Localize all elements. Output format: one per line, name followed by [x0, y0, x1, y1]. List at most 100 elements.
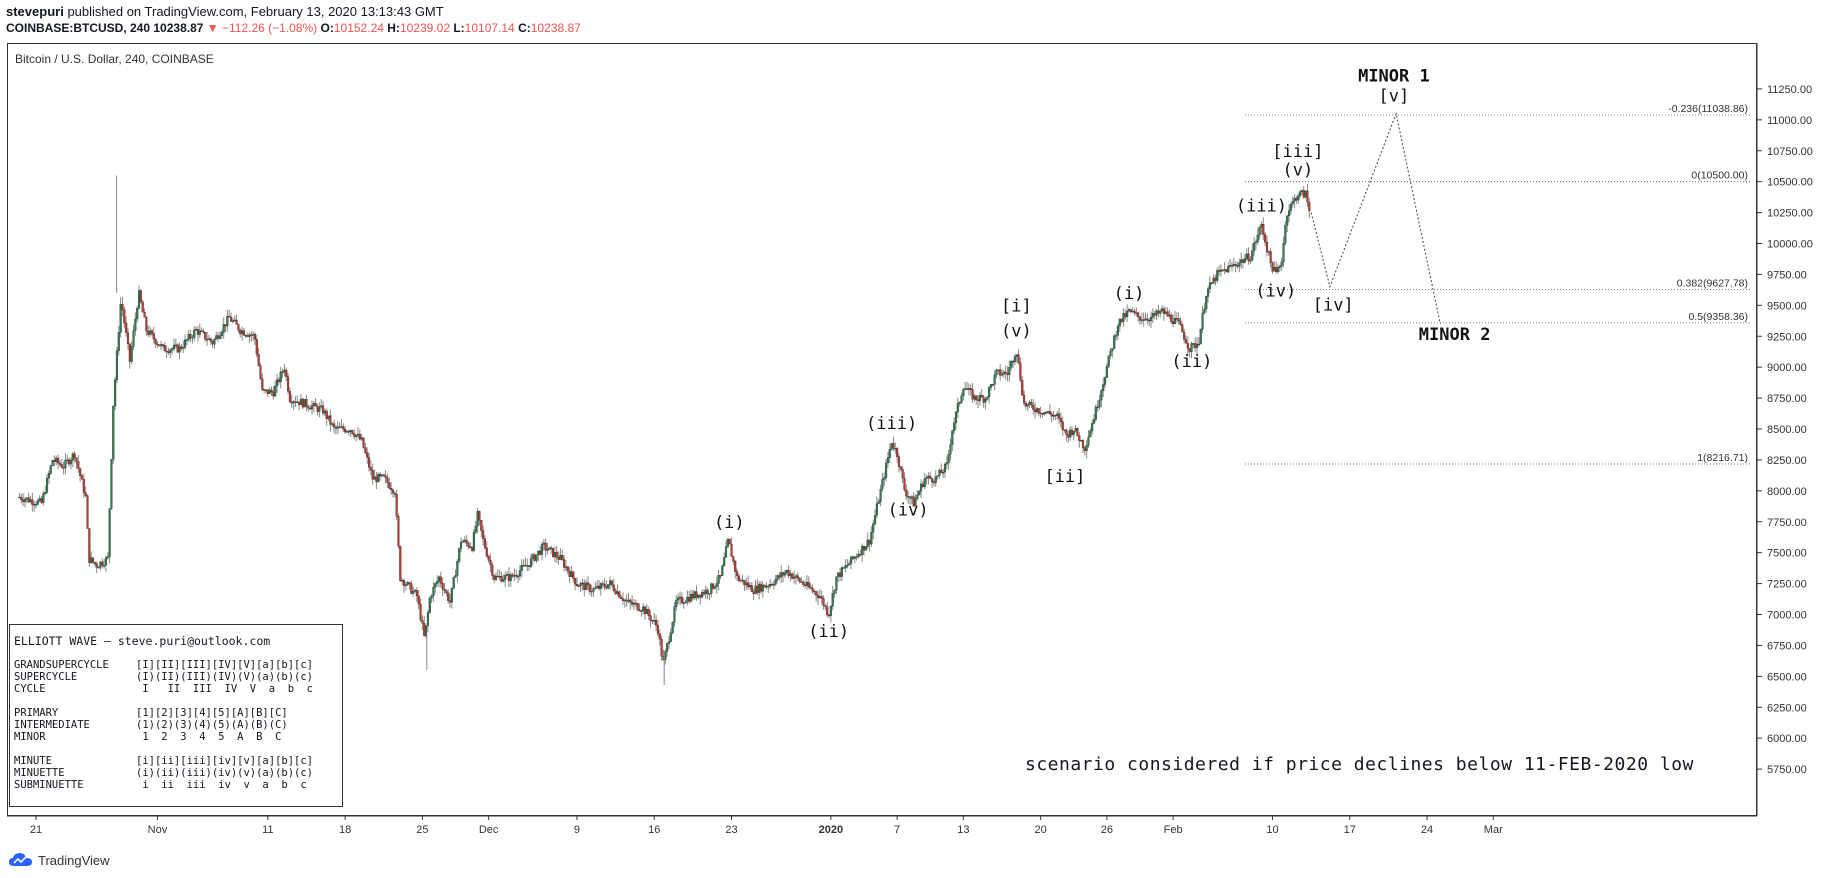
candle-body — [171, 348, 174, 351]
candle-body — [502, 579, 505, 582]
y-tick-label: 7500.00 — [1767, 548, 1807, 560]
y-tick-label: 9000.00 — [1767, 362, 1807, 374]
candle-body — [877, 501, 880, 504]
candle-body — [601, 583, 604, 585]
candle-body — [1267, 251, 1270, 253]
candle-body — [673, 606, 676, 623]
candle-body — [1103, 377, 1107, 385]
x-tick-label: 20 — [1035, 824, 1047, 836]
candle-body — [1129, 309, 1132, 312]
legend-degree-name: PRIMARY — [14, 707, 59, 719]
candle-body — [467, 542, 470, 547]
candle-body — [688, 596, 691, 602]
candle-body — [458, 548, 461, 562]
candle-body — [1254, 241, 1257, 244]
candle-body — [813, 590, 816, 593]
candle-body — [504, 575, 507, 580]
candle-body — [824, 605, 827, 607]
candle-body — [563, 559, 566, 568]
candle-body — [965, 388, 969, 390]
fib-level-label: 0.382(9627.78) — [1677, 278, 1748, 290]
candle-body — [358, 434, 361, 440]
candle-body — [25, 497, 28, 500]
candle-body — [728, 539, 731, 545]
candle-body — [316, 406, 319, 412]
candle-body — [1230, 265, 1234, 267]
legend-row: MINUETTE (i)(ii)(iii)(iv)(v)(a)(b)(c) — [14, 767, 342, 779]
candle-body — [1098, 399, 1101, 408]
candle-body — [1194, 343, 1197, 348]
candle-body — [1164, 311, 1167, 314]
candle-body — [923, 478, 926, 487]
candle-body — [885, 462, 888, 478]
wave-label: MINOR 2 — [1419, 325, 1491, 345]
candle-body — [873, 515, 877, 525]
candle-body — [244, 335, 247, 337]
candle-body — [421, 619, 424, 624]
candle-body — [931, 478, 934, 483]
candle-body — [1243, 258, 1246, 263]
candle-body — [1175, 318, 1178, 320]
candle-body — [701, 592, 704, 598]
x-tick-label: 18 — [339, 824, 351, 836]
candle-body — [988, 387, 991, 398]
candle-body — [1159, 310, 1162, 314]
candle-body — [189, 334, 192, 338]
candle-body — [485, 547, 488, 557]
y-tick-label: 8000.00 — [1767, 486, 1807, 498]
footer-brand[interactable]: TradingView — [8, 852, 110, 868]
candle-body — [23, 499, 27, 502]
candle-body — [198, 330, 201, 335]
author-name[interactable]: stevepuri — [6, 4, 64, 19]
candle-body — [710, 583, 713, 594]
candle-body — [682, 602, 685, 604]
candle-body — [390, 488, 393, 491]
candle-body — [550, 547, 553, 549]
candle-body — [1148, 320, 1151, 322]
candle-body — [375, 476, 378, 483]
candle-body — [897, 456, 901, 467]
candle-body — [1251, 250, 1254, 260]
candle-body — [840, 567, 843, 577]
y-tick-label: 10750.00 — [1767, 146, 1813, 158]
candle-body — [31, 499, 34, 505]
candle-body — [180, 346, 183, 349]
candle-body — [430, 595, 433, 599]
candle-body — [577, 585, 580, 587]
candle-body — [452, 577, 455, 589]
candle-body — [298, 401, 301, 405]
candle-body — [1041, 413, 1044, 415]
candle-body — [360, 437, 363, 440]
candle-body — [566, 566, 569, 572]
y-tick-label: 10000.00 — [1767, 239, 1813, 251]
candle-body — [126, 332, 130, 345]
candle-body — [625, 599, 628, 602]
candle-body — [1300, 190, 1303, 192]
candle-body — [1221, 269, 1224, 271]
candle-body — [318, 406, 321, 412]
candle-body — [820, 596, 823, 599]
candle-body — [791, 573, 794, 579]
candle-body — [822, 597, 825, 606]
candle-body — [235, 319, 238, 325]
candle-body — [130, 346, 133, 362]
candle-body — [511, 574, 514, 577]
candle-body — [774, 579, 777, 585]
candle-body — [314, 402, 317, 407]
wave-label: (i) — [1114, 284, 1145, 304]
candle-body — [919, 483, 923, 492]
candle-body — [310, 405, 314, 410]
legend-row: GRANDSUPERCYCLE [I][II][III][IV][V][a][b]… — [14, 659, 342, 671]
candle-body — [927, 475, 930, 478]
candle-body — [568, 570, 571, 577]
candle-body — [1181, 324, 1184, 333]
candle-body — [649, 615, 652, 621]
candle-body — [529, 558, 533, 567]
candle-body — [434, 583, 437, 588]
candle-body — [645, 609, 648, 615]
candle-body — [610, 580, 613, 586]
candle-body — [347, 431, 350, 433]
candle-body — [220, 332, 223, 336]
candle-body — [391, 489, 395, 494]
